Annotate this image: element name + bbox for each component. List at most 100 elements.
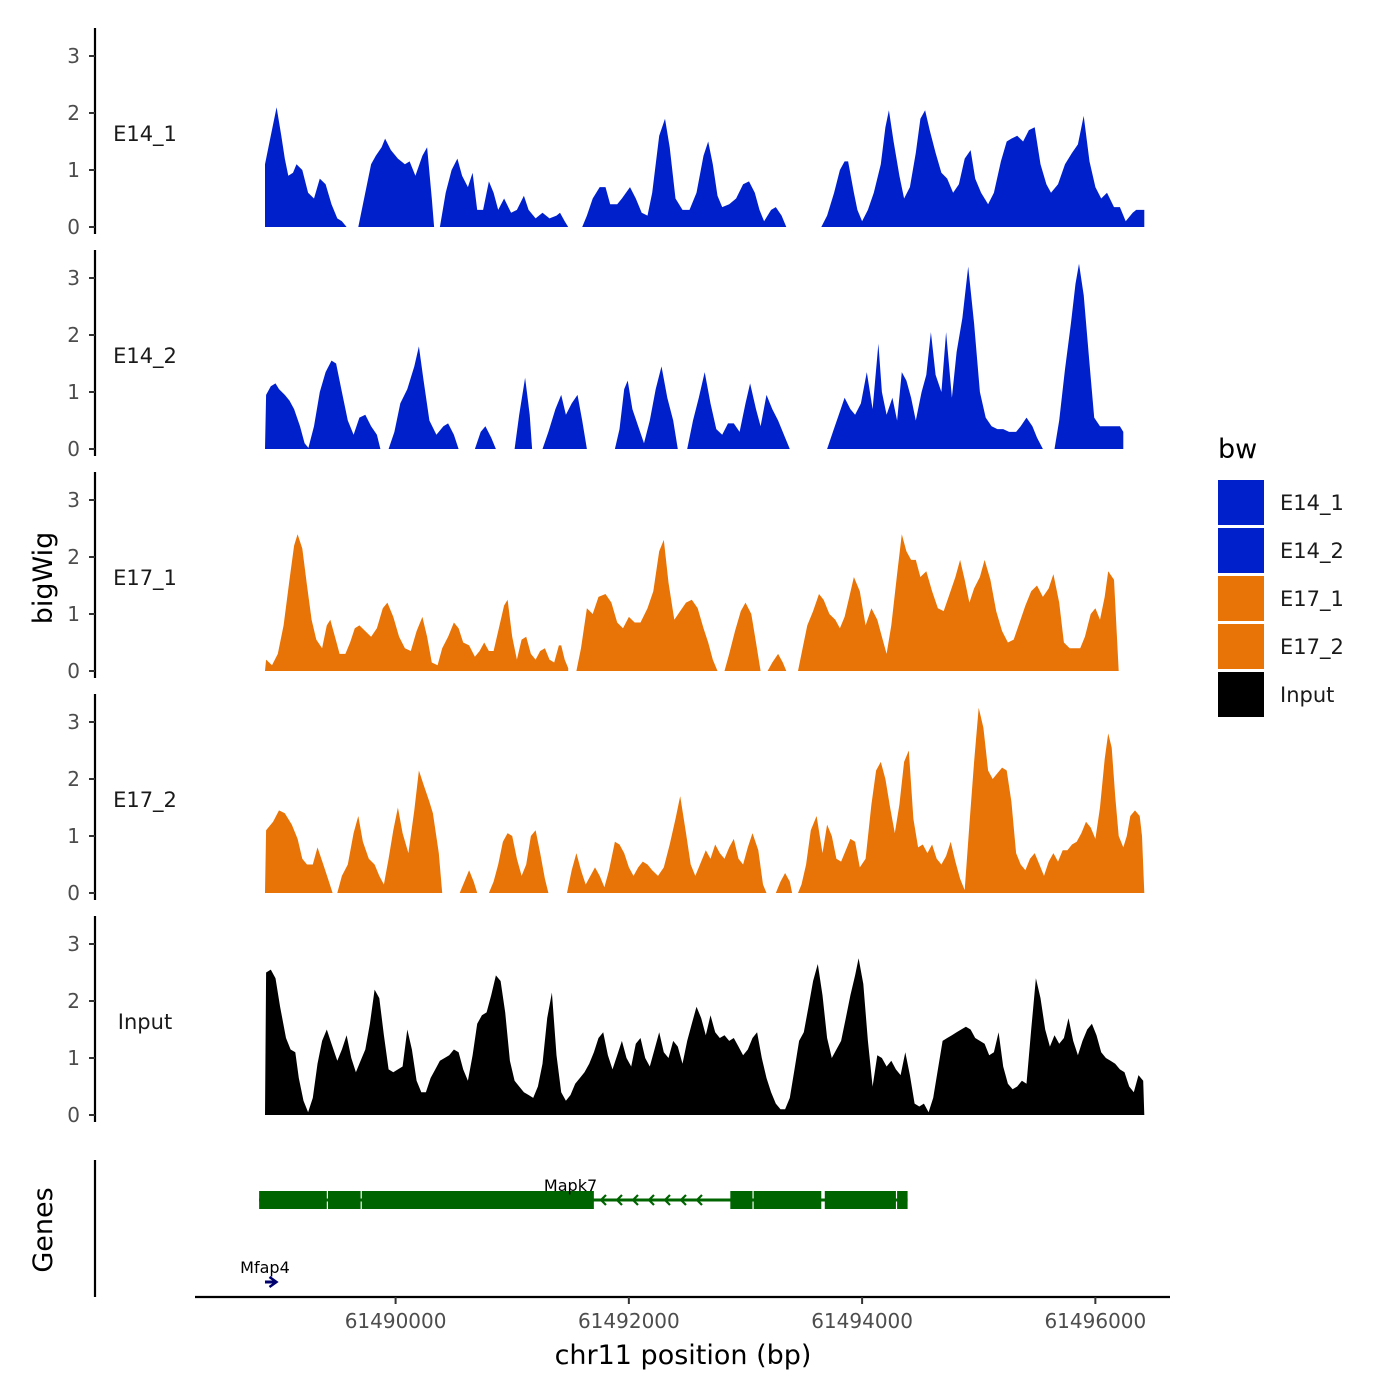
strand-arrow [647, 1194, 655, 1206]
gene-exon [327, 1191, 361, 1209]
gene-Mapk7: Mapk7 [259, 1176, 908, 1209]
coverage-area-E14_2 [514, 377, 533, 449]
legend: bw E14_1 E14_2 E17_1 E17_2 Input [1218, 434, 1344, 717]
gene-exon [897, 1191, 908, 1209]
coverage-area-Input [265, 958, 1145, 1115]
coverage-area-E17_2 [459, 870, 478, 893]
y-tick-label: 3 [67, 44, 80, 68]
y-tick-label: 2 [67, 323, 80, 347]
coverage-area-E17_1 [265, 534, 569, 671]
coverage-area-E14_2 [687, 372, 790, 449]
gene-label: Mapk7 [544, 1176, 597, 1195]
strand-arrow [268, 1275, 279, 1289]
track-E14_2: 0 1 2 3 E14_2 [67, 250, 1124, 461]
gene-label: Mfap4 [240, 1258, 290, 1277]
track-label: Input [118, 1010, 172, 1034]
y-tick-label: 0 [67, 215, 80, 239]
y-axis-title: bigWig [28, 532, 59, 625]
y-tick-label: 0 [67, 437, 80, 461]
track-Input: 0 1 2 3 Input [67, 916, 1145, 1127]
coverage-tracks: 0 1 2 3 E14_1 0 1 2 3 E14_2 0 1 2 3 E17_1 0 1 2 3 E17_2 0 1 2 3… [67, 28, 1145, 1127]
track-E14_1: 0 1 2 3 E14_1 [67, 28, 1145, 239]
coverage-area-E14_2 [827, 266, 1043, 449]
x-tick-label: 61496000 [1044, 1309, 1146, 1333]
coverage-area-E17_2 [488, 830, 549, 893]
coverage-area-E14_2 [474, 426, 496, 449]
gene-exon [513, 1191, 594, 1209]
x-tick-label: 61490000 [345, 1309, 447, 1333]
y-tick-label: 3 [67, 710, 80, 734]
y-tick-label: 3 [67, 488, 80, 512]
strand-arrow [695, 1194, 703, 1206]
x-tick-label: 61494000 [811, 1309, 913, 1333]
coverage-area-E17_1 [798, 534, 1119, 671]
y-tick-label: 3 [67, 932, 80, 956]
legend-label: E17_2 [1280, 635, 1344, 660]
x-tick-label: 61492000 [578, 1309, 680, 1333]
coverage-area-E14_1 [265, 107, 347, 227]
strand-arrow [663, 1194, 671, 1206]
legend-key [1218, 576, 1264, 621]
coverage-area-E17_2 [798, 707, 1145, 893]
x-axis-title: chr11 position (bp) [555, 1340, 812, 1371]
legend-label: E14_2 [1280, 539, 1344, 564]
coverage-area-E17_1 [767, 653, 787, 671]
legend-key [1218, 672, 1264, 717]
y-tick-label: 1 [67, 1046, 80, 1070]
strand-arrow [631, 1194, 639, 1206]
y-tick-label: 2 [67, 989, 80, 1013]
gene-exon [753, 1191, 822, 1209]
legend-key [1218, 528, 1264, 573]
strand-arrow [615, 1194, 623, 1206]
y-tick-label: 0 [67, 1103, 80, 1127]
gene-exon [824, 1191, 896, 1209]
coverage-area-E14_2 [308, 360, 381, 449]
gene-exon [444, 1191, 515, 1209]
track-label: E17_2 [113, 788, 177, 813]
genes-panel: Mapk7 Mfap4 [93, 1160, 908, 1297]
track-E17_2: 0 1 2 3 E17_2 [67, 694, 1145, 905]
track-label: E17_1 [113, 566, 177, 591]
strand-arrow [679, 1194, 687, 1206]
coverage-area-E14_1 [439, 158, 569, 227]
coverage-area-E14_1 [821, 110, 1145, 227]
y-tick-label: 1 [67, 602, 80, 626]
coverage-area-E14_1 [582, 118, 787, 227]
legend-label: E14_1 [1280, 491, 1344, 516]
legend-label: E17_1 [1280, 587, 1344, 612]
y-tick-label: 2 [67, 767, 80, 791]
coverage-area-E17_2 [775, 873, 793, 893]
y-tick-label: 0 [67, 881, 80, 905]
y-tick-label: 2 [67, 545, 80, 569]
coverage-area-E14_2 [1054, 263, 1124, 449]
genes-panel-title: Genes [28, 1187, 59, 1272]
track-E17_1: 0 1 2 3 E17_1 [67, 472, 1119, 683]
gene-exon [361, 1191, 446, 1209]
coverage-area-E14_2 [265, 383, 310, 449]
coverage-area-E14_2 [542, 394, 587, 449]
gene-exon [308, 1191, 327, 1209]
gene-exon [259, 1191, 310, 1209]
y-tick-label: 2 [67, 101, 80, 125]
y-tick-label: 1 [67, 380, 80, 404]
legend-label: Input [1280, 683, 1334, 707]
coverage-area-E14_1 [358, 138, 435, 227]
y-tick-label: 0 [67, 659, 80, 683]
coverage-area-E17_1 [724, 602, 761, 671]
coverage-area-E14_2 [614, 366, 678, 449]
gene-exon [730, 1191, 753, 1209]
gene-Mfap4: Mfap4 [240, 1258, 290, 1289]
y-tick-label: 1 [67, 158, 80, 182]
strand-arrow [599, 1194, 607, 1206]
legend-key [1218, 480, 1264, 525]
y-tick-label: 3 [67, 266, 80, 290]
coverage-area-E17_1 [576, 539, 718, 671]
x-axis: 61490000 61492000 61494000 61496000 [195, 1295, 1170, 1333]
coverage-area-E17_2 [567, 796, 767, 893]
y-tick-label: 1 [67, 824, 80, 848]
track-label: E14_2 [113, 344, 177, 369]
legend-title: bw [1218, 434, 1257, 465]
coverage-area-E17_2 [265, 810, 333, 893]
coverage-area-E17_2 [337, 770, 443, 893]
